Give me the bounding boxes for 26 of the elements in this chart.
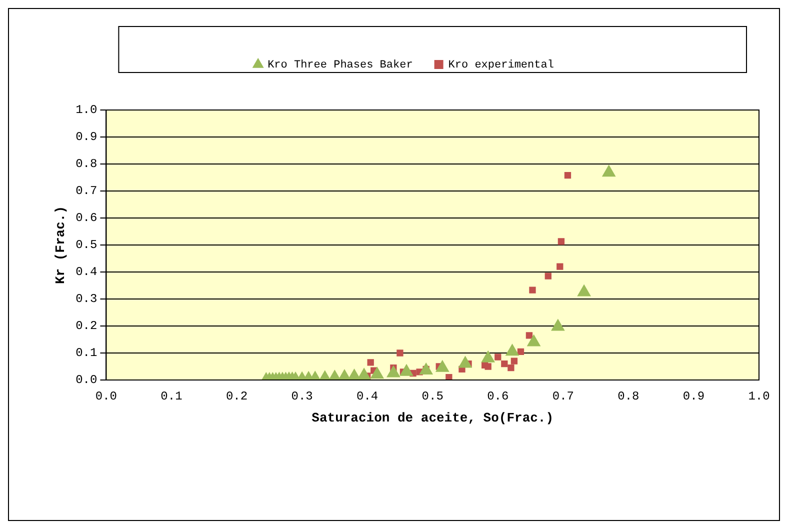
- x-tick-label: 0.4: [356, 389, 378, 404]
- y-tick-label: 0.5: [76, 238, 98, 252]
- y-tick-label: 0.9: [76, 130, 98, 144]
- x-tick-label: 0.8: [618, 389, 640, 404]
- y-tick-label: 0.7: [76, 184, 98, 198]
- x-tick-label: 0.2: [226, 389, 248, 404]
- x-tick-label: 0.3: [291, 389, 313, 404]
- x-tick-label: 0.9: [682, 389, 705, 404]
- y-tick-label: 1.0: [76, 103, 98, 118]
- x-tick-label: 0.6: [487, 389, 509, 404]
- x-tick-label: 0.5: [422, 389, 444, 404]
- legend-label: Kro experimental: [448, 59, 554, 72]
- y-tick-label: 0.6: [76, 211, 98, 226]
- legend-label: Kro Three Phases Baker: [268, 59, 413, 72]
- x-tick-label: 0.1: [160, 389, 182, 404]
- y-tick-label: 0.8: [76, 157, 98, 172]
- x-tick-label: 0.0: [95, 389, 118, 404]
- y-tick-label: 0.4: [76, 265, 98, 280]
- x-tick-label: 0.7: [552, 389, 574, 404]
- x-tick-label: 1.0: [748, 389, 770, 404]
- y-tick-label: 0.1: [76, 346, 98, 360]
- y-axis-title: Kr (Frac.): [53, 206, 68, 284]
- y-tick-label: 0.2: [76, 319, 98, 334]
- y-tick-label: 0.3: [76, 292, 98, 306]
- y-tick-label: 0.0: [76, 373, 98, 388]
- x-axis-title: Saturacion de aceite, So(Frac.): [312, 410, 554, 426]
